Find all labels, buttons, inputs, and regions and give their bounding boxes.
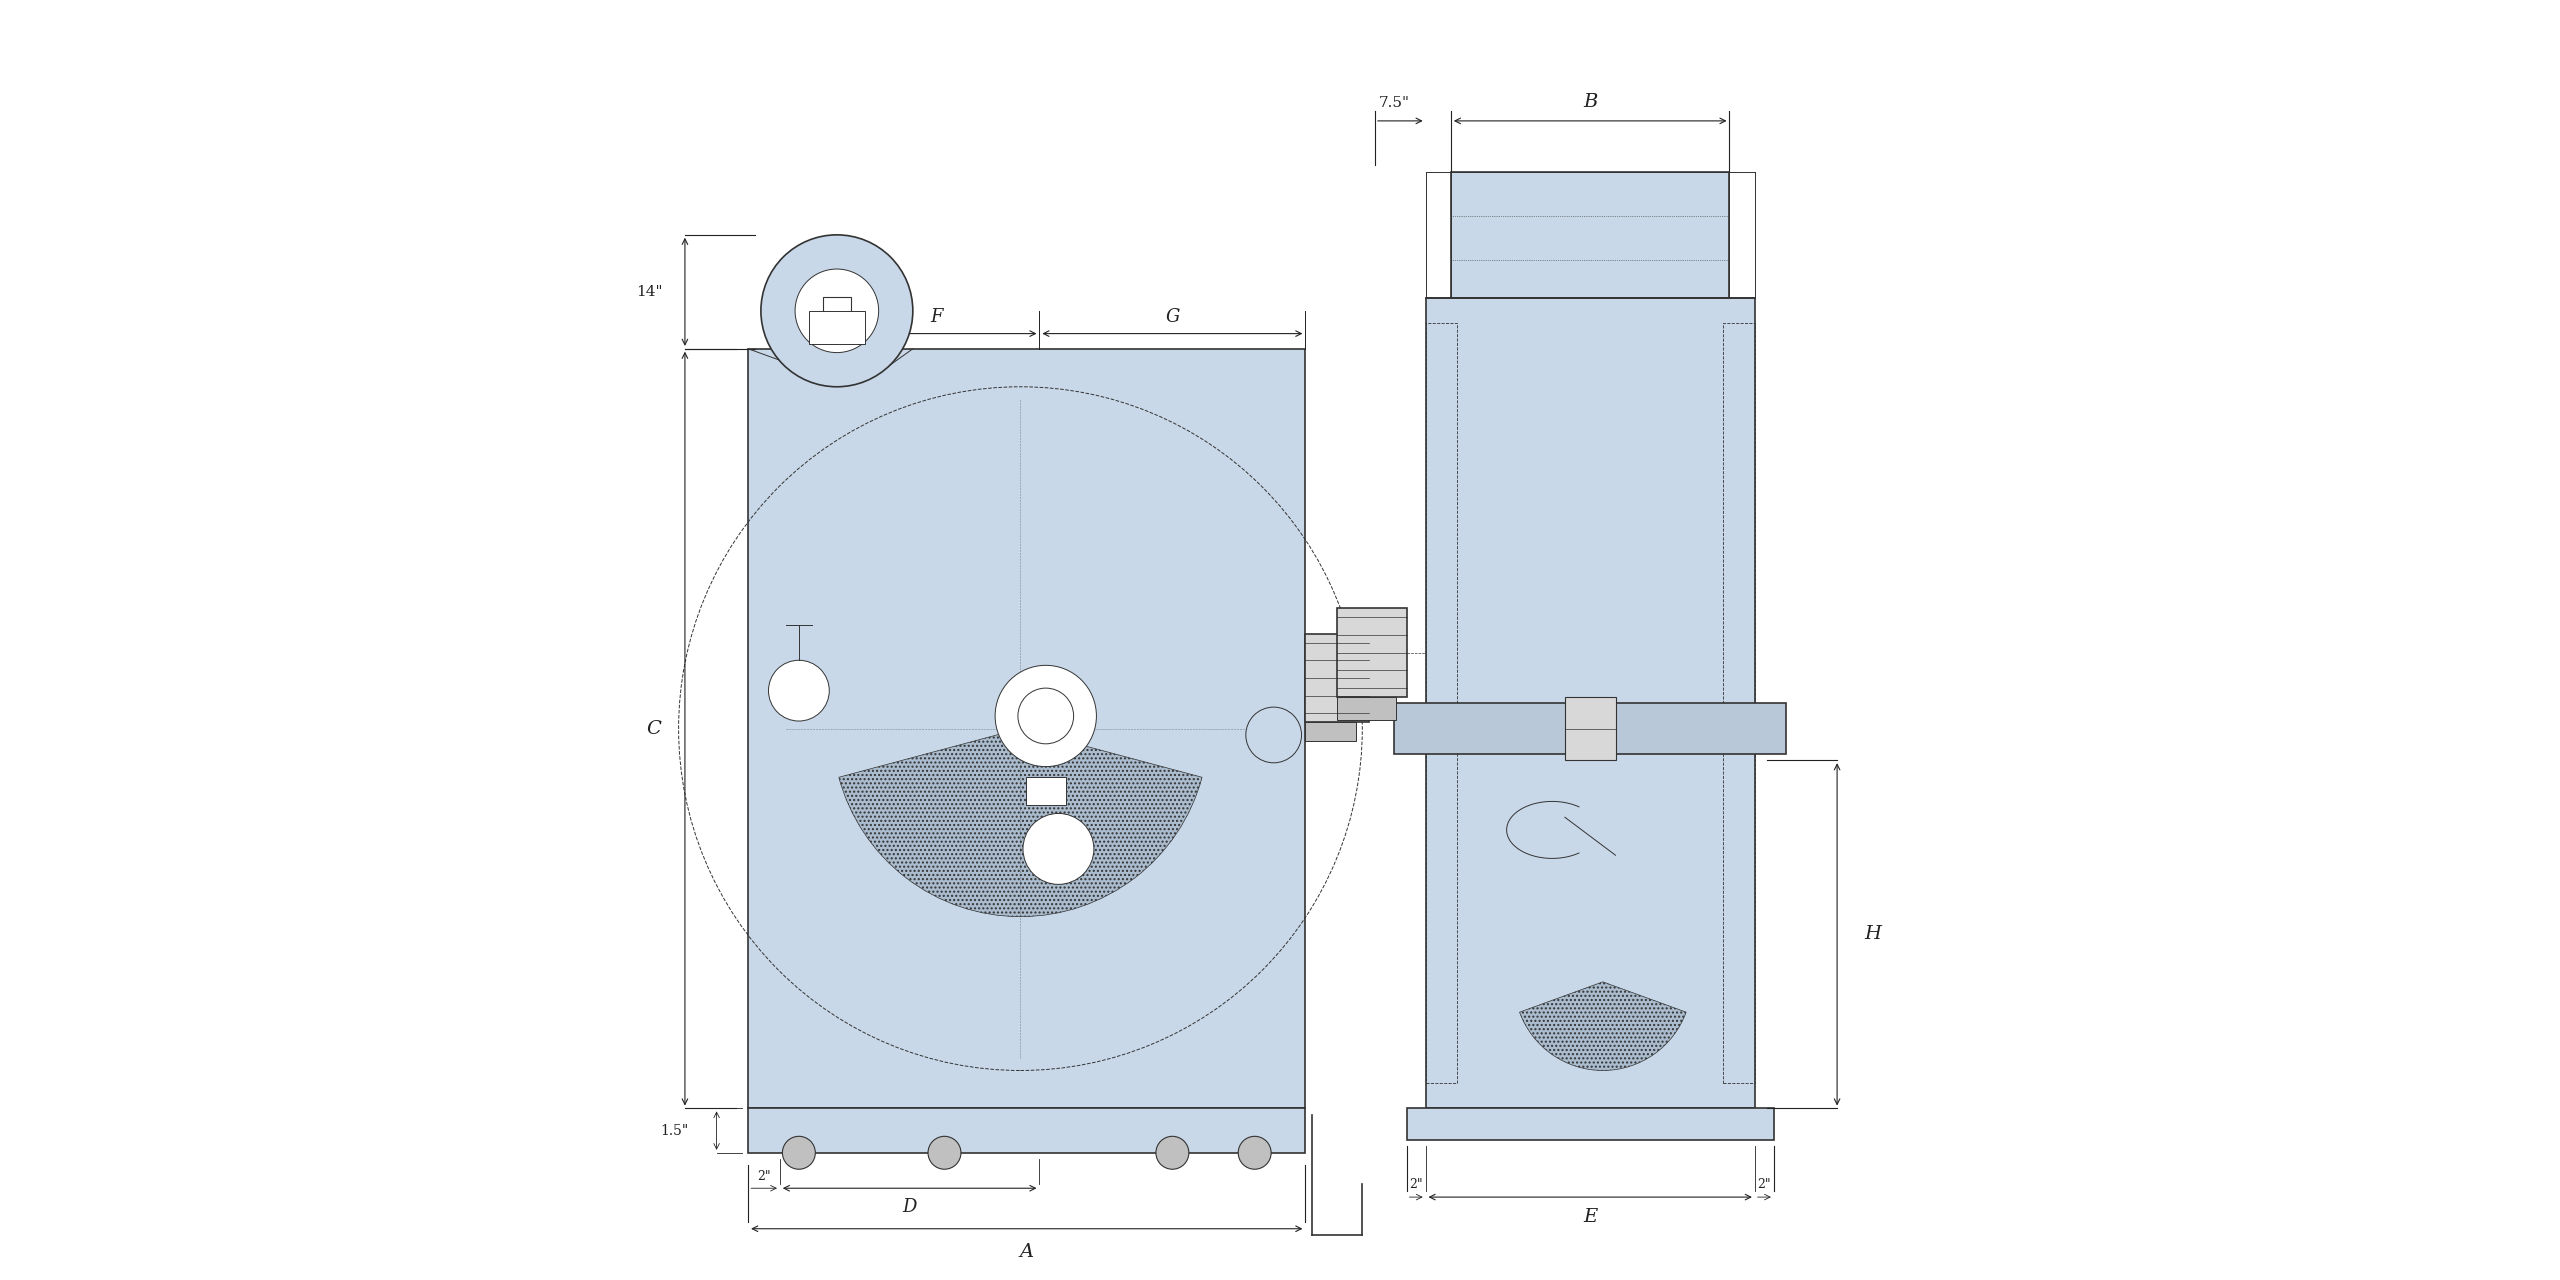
Text: H: H xyxy=(1864,925,1882,943)
Bar xyxy=(1405,1108,1774,1140)
Text: C: C xyxy=(645,719,660,737)
Text: 2": 2" xyxy=(1411,1178,1423,1190)
Circle shape xyxy=(929,1137,960,1169)
Text: A: A xyxy=(1019,1243,1034,1261)
Wedge shape xyxy=(1521,982,1687,1070)
Circle shape xyxy=(760,234,914,387)
Circle shape xyxy=(783,1137,814,1169)
Bar xyxy=(1336,698,1395,719)
Text: E: E xyxy=(1582,1208,1597,1226)
Bar xyxy=(1395,703,1787,754)
Bar xyxy=(822,297,850,325)
Bar xyxy=(1426,324,1457,1083)
Circle shape xyxy=(1019,689,1073,744)
Circle shape xyxy=(1247,707,1300,763)
Text: 7.5": 7.5" xyxy=(1380,96,1411,110)
Bar xyxy=(1452,172,1731,298)
Bar xyxy=(809,311,865,344)
Circle shape xyxy=(1157,1137,1188,1169)
Text: G: G xyxy=(1165,308,1180,326)
Bar xyxy=(1723,324,1754,1083)
Bar xyxy=(1306,722,1357,741)
Bar xyxy=(748,348,1306,1108)
Text: 2": 2" xyxy=(1759,1178,1772,1190)
Text: 1.5": 1.5" xyxy=(660,1124,689,1138)
Text: 2": 2" xyxy=(758,1170,771,1183)
Text: D: D xyxy=(904,1198,916,1216)
Text: B: B xyxy=(1582,93,1597,111)
Wedge shape xyxy=(840,728,1203,916)
Bar xyxy=(1306,634,1370,722)
Bar xyxy=(748,1108,1306,1153)
Circle shape xyxy=(796,269,878,352)
Bar xyxy=(1336,608,1405,698)
Bar xyxy=(1027,777,1065,805)
Circle shape xyxy=(768,660,829,721)
Text: 14": 14" xyxy=(637,285,663,298)
Bar xyxy=(1426,298,1754,1108)
Circle shape xyxy=(996,666,1096,767)
Circle shape xyxy=(1239,1137,1272,1169)
Bar xyxy=(1564,698,1615,760)
Circle shape xyxy=(1024,814,1093,884)
Text: F: F xyxy=(932,308,942,326)
